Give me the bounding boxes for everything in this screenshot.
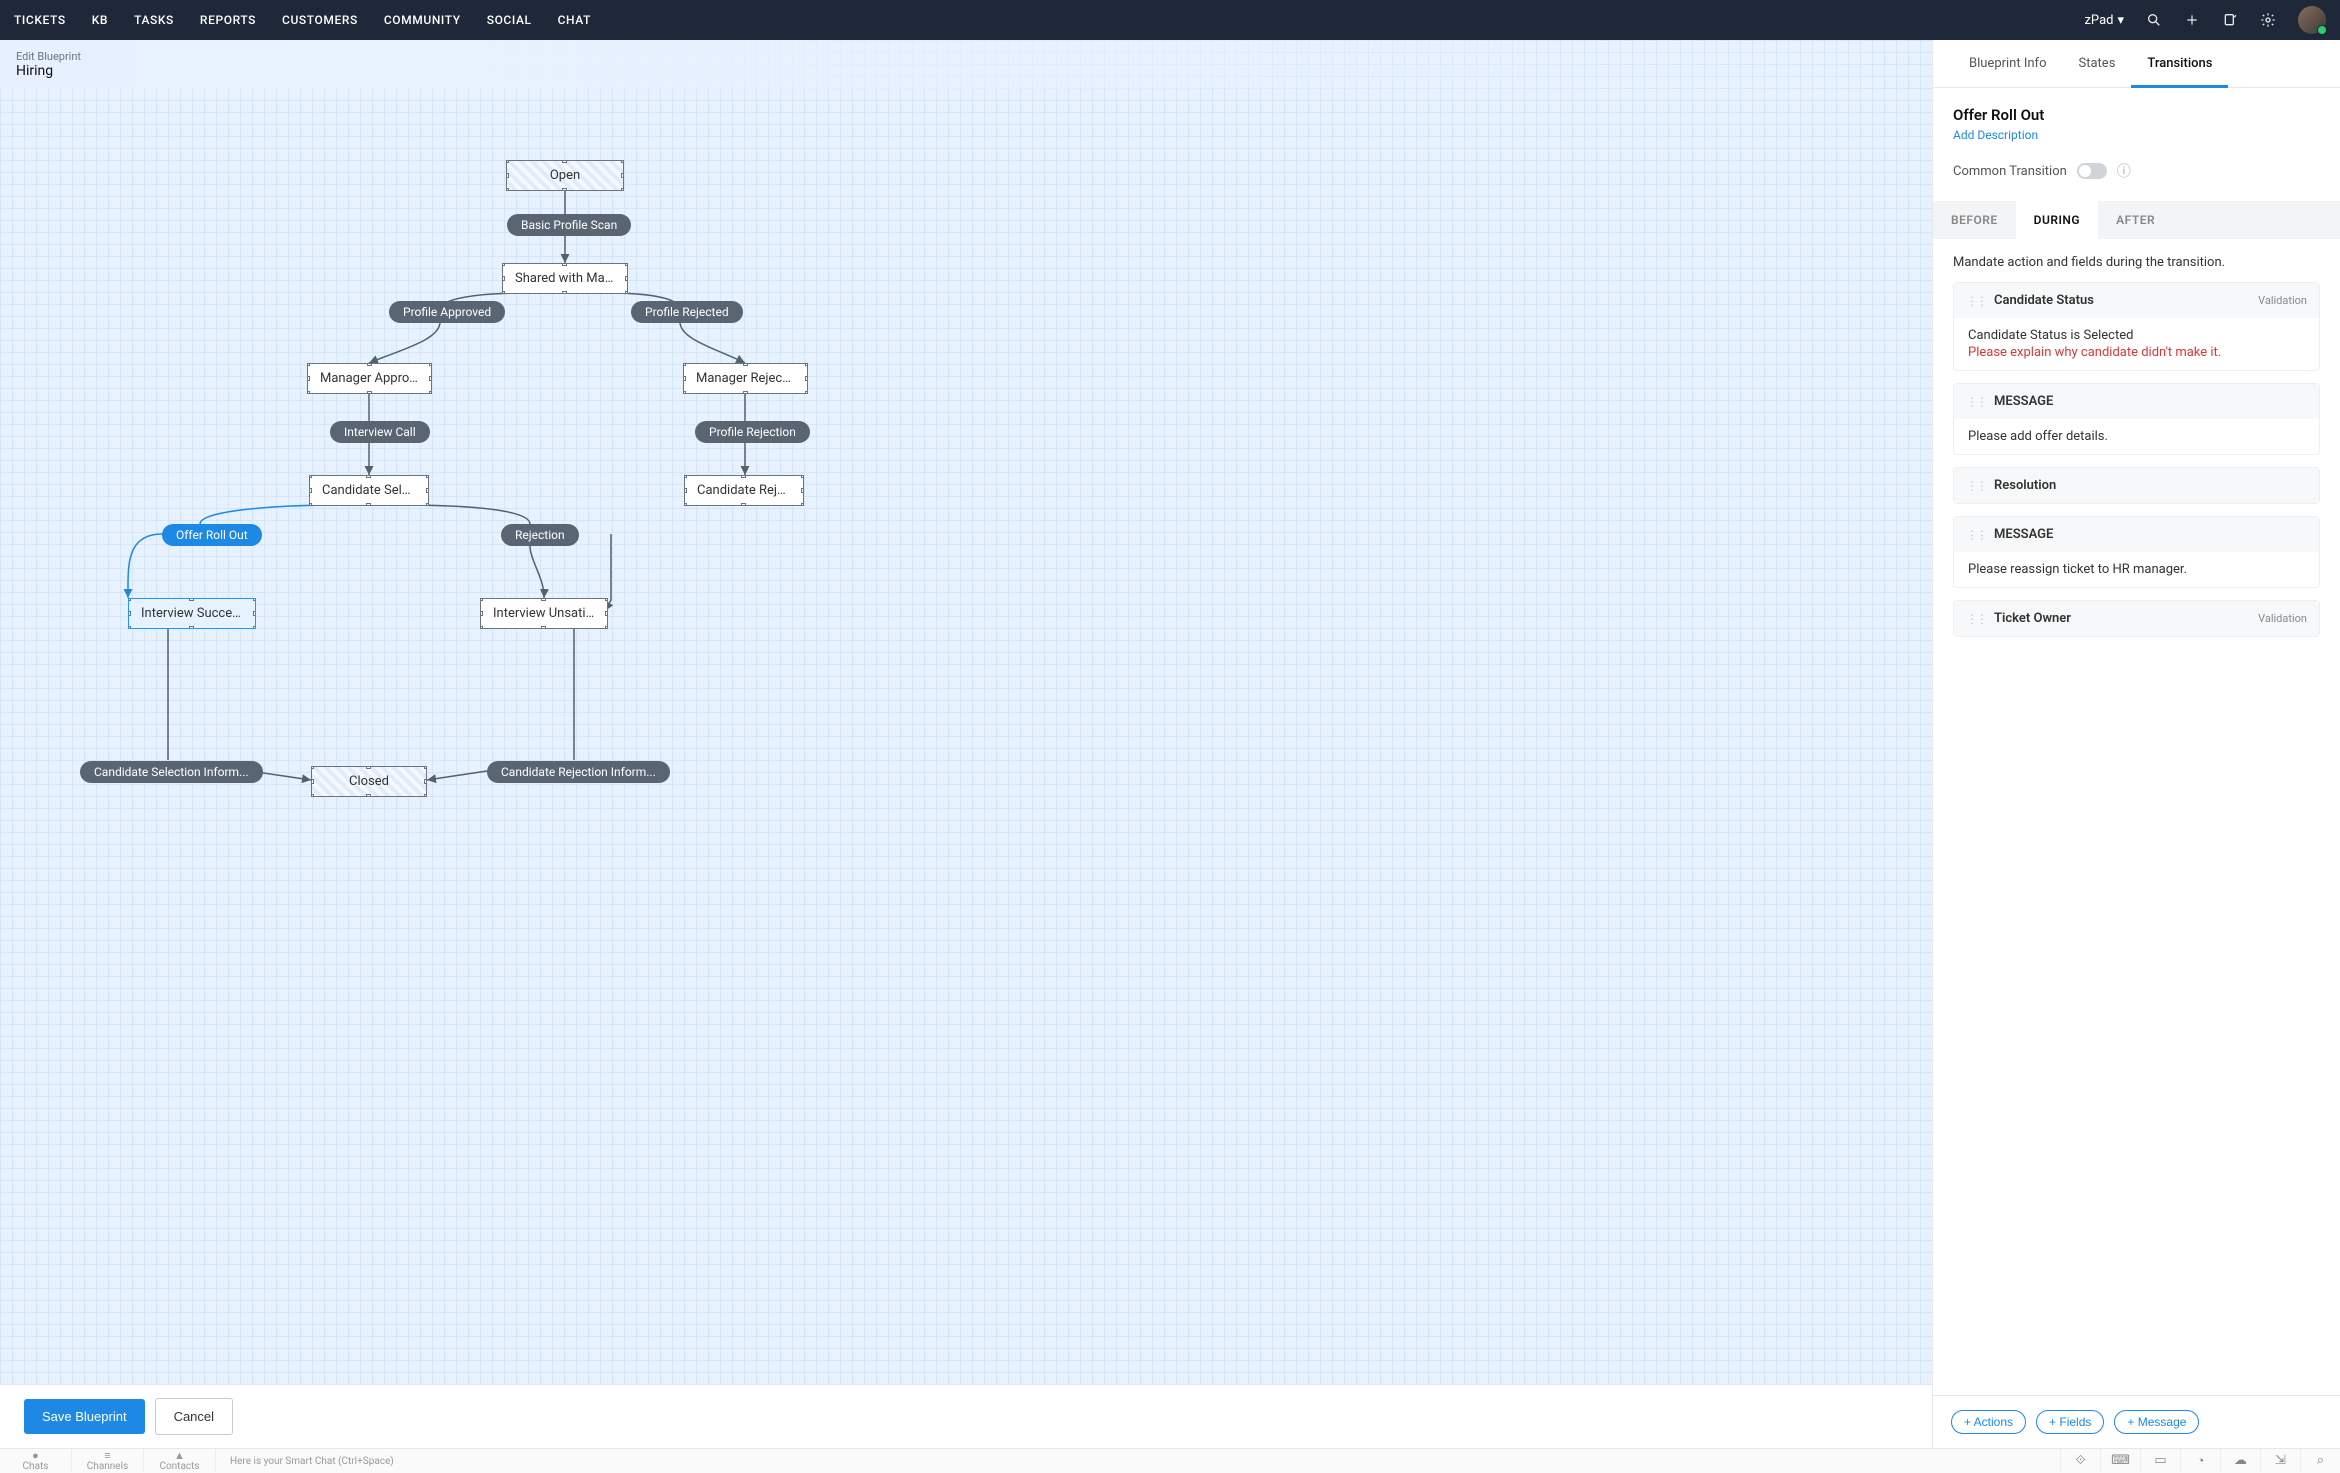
common-transition-label: Common Transition — [1953, 164, 2067, 179]
card-line: Please reassign ticket to HR manager. — [1968, 562, 2305, 577]
drag-handle-icon[interactable]: ⋮⋮ — [1966, 294, 1986, 308]
state-cand_rej[interactable]: Candidate Reject... — [684, 475, 804, 506]
state-int_unsat[interactable]: Interview Unsatisf... — [480, 598, 608, 629]
page-title: Hiring — [16, 63, 1916, 79]
phase-tab-during[interactable]: DURING — [2016, 201, 2098, 239]
cancel-button[interactable]: Cancel — [155, 1398, 233, 1435]
nav-social[interactable]: SOCIAL — [487, 13, 532, 27]
gear-icon[interactable] — [2260, 12, 2276, 28]
search-bottom-icon[interactable]: ⌕ — [2300, 1450, 2340, 1472]
tab-blueprint-info[interactable]: Blueprint Info — [1953, 40, 2063, 87]
mandate-card[interactable]: ⋮⋮ Candidate StatusValidation Candidate St… — [1953, 282, 2320, 371]
drag-handle-icon[interactable]: ⋮⋮ — [1966, 479, 1986, 493]
bb-contacts[interactable]: ▲Contacts — [144, 1450, 216, 1472]
mandate-card[interactable]: ⋮⋮ MESSAGE Please add offer details. — [1953, 383, 2320, 455]
tab-transitions[interactable]: Transitions — [2131, 40, 2228, 88]
clock-icon[interactable]: ◔ — [2180, 1450, 2220, 1472]
phase-tab-after[interactable]: AFTER — [2098, 201, 2173, 239]
workspace-switcher[interactable]: zPad ▾ — [2084, 13, 2124, 28]
drag-handle-icon[interactable]: ⋮⋮ — [1966, 612, 1986, 626]
workspace-label: zPad — [2084, 13, 2113, 28]
smart-chat-input[interactable]: Here is your Smart Chat (Ctrl+Space) — [216, 1456, 2060, 1467]
breadcrumb-label: Edit Blueprint — [16, 50, 1916, 63]
avatar[interactable] — [2298, 6, 2326, 34]
search-icon[interactable] — [2146, 12, 2162, 28]
transition-prof_rej[interactable]: Profile Rejection — [695, 421, 810, 443]
state-closed[interactable]: Closed — [311, 766, 427, 797]
state-shared[interactable]: Shared with Mana... — [502, 263, 628, 294]
nav-tickets[interactable]: TICKETS — [14, 13, 66, 27]
card-tag: Validation — [2258, 612, 2307, 625]
state-mgr_rej[interactable]: Manager Rejected — [683, 363, 808, 394]
card-title: Ticket Owner — [1994, 611, 2258, 626]
mandate-card[interactable]: ⋮⋮ MESSAGE Please reassign ticket to HR ma… — [1953, 516, 2320, 588]
export-icon[interactable]: ⇲ — [2260, 1450, 2300, 1472]
state-mgr_appr[interactable]: Manager Approved — [307, 363, 432, 394]
add-icon[interactable] — [2184, 12, 2200, 28]
add-message-button[interactable]: + Message — [2114, 1410, 2199, 1434]
save-button[interactable]: Save Blueprint — [24, 1399, 145, 1434]
assist-icon[interactable]: ⟐ — [2060, 1450, 2100, 1472]
bb-channels[interactable]: ≡Channels — [72, 1450, 144, 1472]
info-icon[interactable]: ⓘ — [2117, 161, 2131, 181]
state-int_succ[interactable]: Interview Success... — [128, 598, 256, 629]
canvas-breadcrumb: Edit Blueprint Hiring — [0, 40, 1932, 89]
card-title: Candidate Status — [1994, 293, 2258, 308]
transition-title: Offer Roll Out — [1953, 106, 2320, 124]
chevron-down-icon: ▾ — [2117, 13, 2124, 28]
transition-rejection[interactable]: Rejection — [501, 524, 579, 546]
mandate-card[interactable]: ⋮⋮ Ticket OwnerValidation — [1953, 600, 2320, 637]
nav-chat[interactable]: CHAT — [558, 13, 591, 27]
common-transition-toggle[interactable] — [2077, 163, 2107, 179]
transition-scan[interactable]: Basic Profile Scan — [507, 214, 631, 236]
nav-community[interactable]: COMMUNITY — [384, 13, 461, 27]
card-line: Please add offer details. — [1968, 429, 2305, 444]
add-description-link[interactable]: Add Description — [1953, 128, 2038, 142]
transition-cri[interactable]: Candidate Rejection Inform... — [487, 761, 670, 783]
bb-chats[interactable]: ●Chats — [0, 1450, 72, 1472]
nav-reports[interactable]: REPORTS — [200, 13, 256, 27]
transition-csi[interactable]: Candidate Selection Inform... — [80, 761, 263, 783]
transition-p_rej[interactable]: Profile Rejected — [631, 301, 743, 323]
card-tag: Validation — [2258, 294, 2307, 307]
mandate-card[interactable]: ⋮⋮ Resolution — [1953, 467, 2320, 504]
phase-tab-before[interactable]: BEFORE — [1933, 201, 2016, 239]
ticket-icon[interactable]: ▭ — [2140, 1450, 2180, 1472]
tab-states[interactable]: States — [2063, 40, 2132, 87]
card-line: Please explain why candidate didn't make… — [1968, 345, 2305, 360]
add-actions-button[interactable]: + Actions — [1951, 1410, 2026, 1434]
card-title: MESSAGE — [1994, 394, 2307, 409]
mandate-hint: Mandate action and fields during the tra… — [1953, 255, 2320, 270]
card-title: MESSAGE — [1994, 527, 2307, 542]
nav-kb[interactable]: KB — [92, 13, 108, 27]
add-fields-button[interactable]: + Fields — [2036, 1410, 2104, 1434]
transition-offer[interactable]: Offer Roll Out — [162, 524, 262, 546]
chat-icon[interactable]: ☁ — [2220, 1450, 2260, 1472]
notifications-icon[interactable] — [2222, 12, 2238, 28]
state-open[interactable]: Open — [506, 160, 624, 191]
transition-int_call[interactable]: Interview Call — [330, 421, 430, 443]
transition-p_appr[interactable]: Profile Approved — [389, 301, 505, 323]
card-line: Candidate Status is Selected — [1968, 328, 2305, 343]
nav-tasks[interactable]: TASKS — [134, 13, 174, 27]
drag-handle-icon[interactable]: ⋮⋮ — [1966, 395, 1986, 409]
drag-handle-icon[interactable]: ⋮⋮ — [1966, 528, 1986, 542]
keyboard-icon[interactable]: ⌨ — [2100, 1450, 2140, 1472]
state-cand_sel[interactable]: Candidate Select... — [309, 475, 429, 506]
card-title: Resolution — [1994, 478, 2307, 493]
nav-customers[interactable]: CUSTOMERS — [282, 13, 358, 27]
